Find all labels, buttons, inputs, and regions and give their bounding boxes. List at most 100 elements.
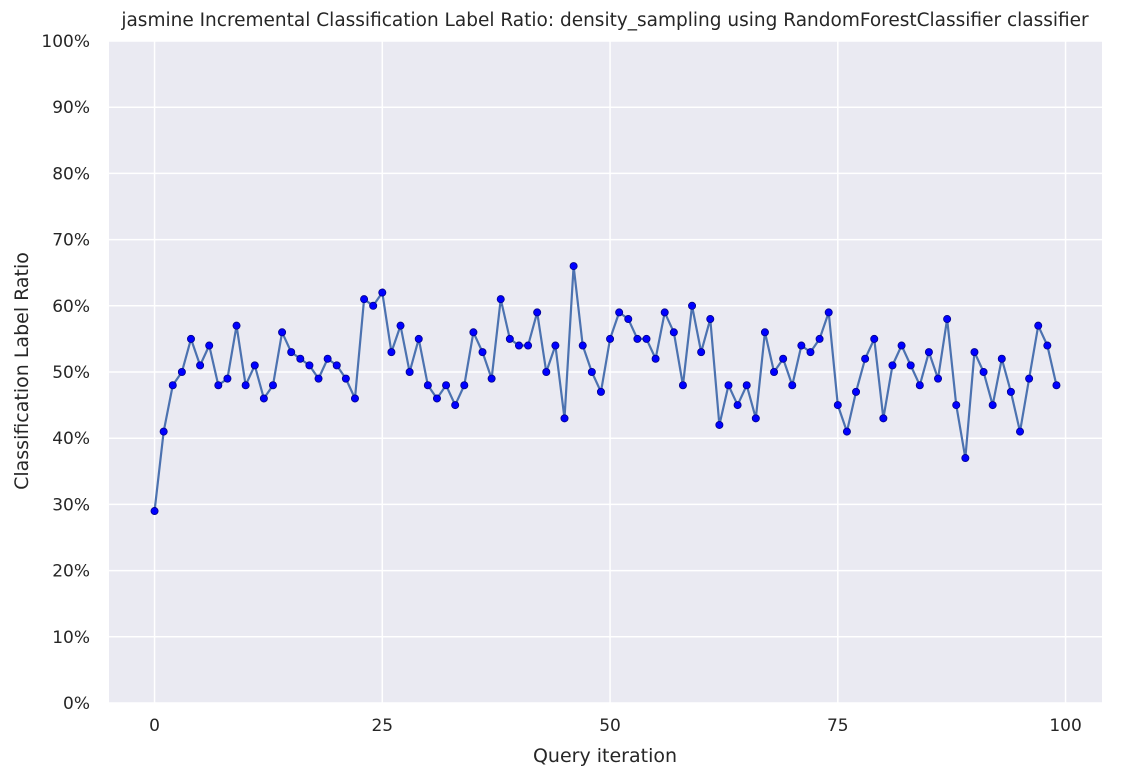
data-point	[906, 361, 915, 370]
x-axis-ticks: 0 25 50 75 100	[149, 716, 1082, 736]
data-point	[615, 308, 624, 317]
data-point	[997, 354, 1006, 363]
data-point	[1006, 387, 1015, 396]
data-point	[323, 354, 332, 363]
data-point	[369, 301, 378, 310]
data-point	[697, 348, 706, 357]
series-layer	[150, 262, 1061, 516]
data-point	[551, 341, 560, 350]
data-point	[824, 308, 833, 317]
data-point	[897, 341, 906, 350]
data-point	[442, 381, 451, 390]
data-point	[842, 427, 851, 436]
data-point	[660, 308, 669, 317]
data-point	[186, 334, 195, 343]
data-point	[205, 341, 214, 350]
data-point	[159, 427, 168, 436]
data-point	[250, 361, 259, 370]
x-tick-label: 0	[149, 716, 160, 736]
data-point	[1034, 321, 1043, 330]
data-point	[742, 381, 751, 390]
data-point	[669, 328, 678, 337]
y-axis-ticks: 0% 10% 20% 30% 40% 50% 60% 70% 80% 90% 100%	[41, 32, 90, 714]
data-point	[924, 348, 933, 357]
y-tick-label: 100%	[41, 32, 90, 52]
y-tick-label: 50%	[52, 363, 90, 383]
y-tick-label: 90%	[52, 98, 90, 118]
data-point	[341, 374, 350, 383]
data-point	[642, 334, 651, 343]
data-point	[560, 414, 569, 423]
y-tick-label: 30%	[52, 495, 90, 515]
data-point	[378, 288, 387, 297]
data-point	[788, 381, 797, 390]
x-tick-label: 50	[599, 716, 621, 736]
x-tick-label: 75	[827, 716, 849, 736]
data-point	[651, 354, 660, 363]
data-point	[806, 348, 815, 357]
data-point	[733, 401, 742, 410]
data-point	[168, 381, 177, 390]
data-point	[332, 361, 341, 370]
series-line	[153, 264, 1058, 512]
x-axis-label: Query iteration	[533, 745, 677, 767]
data-point	[278, 328, 287, 337]
data-point	[259, 394, 268, 403]
data-point	[706, 315, 715, 324]
data-point	[150, 507, 159, 516]
data-point	[432, 394, 441, 403]
data-point	[305, 361, 314, 370]
data-point	[423, 381, 432, 390]
data-point	[387, 348, 396, 357]
data-point	[487, 374, 496, 383]
data-point	[587, 367, 596, 376]
data-point	[943, 315, 952, 324]
y-tick-label: 0%	[63, 694, 90, 714]
data-point	[770, 367, 779, 376]
data-point	[287, 348, 296, 357]
data-point	[861, 354, 870, 363]
data-point	[405, 367, 414, 376]
data-point	[241, 381, 250, 390]
data-point	[688, 301, 697, 310]
data-point	[268, 381, 277, 390]
data-point	[350, 394, 359, 403]
data-point	[760, 328, 769, 337]
data-point	[514, 341, 523, 350]
data-point	[833, 401, 842, 410]
data-point	[496, 295, 505, 304]
data-point	[606, 334, 615, 343]
data-point	[1052, 381, 1061, 390]
data-point	[979, 367, 988, 376]
data-point	[961, 454, 970, 463]
data-point	[988, 401, 997, 410]
data-point	[879, 414, 888, 423]
data-point	[177, 367, 186, 376]
data-point	[196, 361, 205, 370]
data-point	[852, 387, 861, 396]
data-point	[232, 321, 241, 330]
data-point	[223, 374, 232, 383]
data-point	[1025, 374, 1034, 383]
data-point	[396, 321, 405, 330]
grid-lines	[109, 40, 1102, 704]
y-tick-label: 10%	[52, 628, 90, 648]
data-point	[915, 381, 924, 390]
data-point	[633, 334, 642, 343]
data-point	[1016, 427, 1025, 436]
y-tick-label: 60%	[52, 297, 90, 317]
data-point	[1043, 341, 1052, 350]
data-point	[724, 381, 733, 390]
data-point	[460, 381, 469, 390]
data-point	[360, 295, 369, 304]
y-axis-label: Classification Label Ratio	[11, 252, 33, 490]
data-point	[505, 334, 514, 343]
data-point	[524, 341, 533, 350]
data-point	[569, 262, 578, 271]
x-tick-label: 100	[1049, 716, 1081, 736]
data-point	[469, 328, 478, 337]
data-point	[314, 374, 323, 383]
data-point	[815, 334, 824, 343]
data-point	[751, 414, 760, 423]
